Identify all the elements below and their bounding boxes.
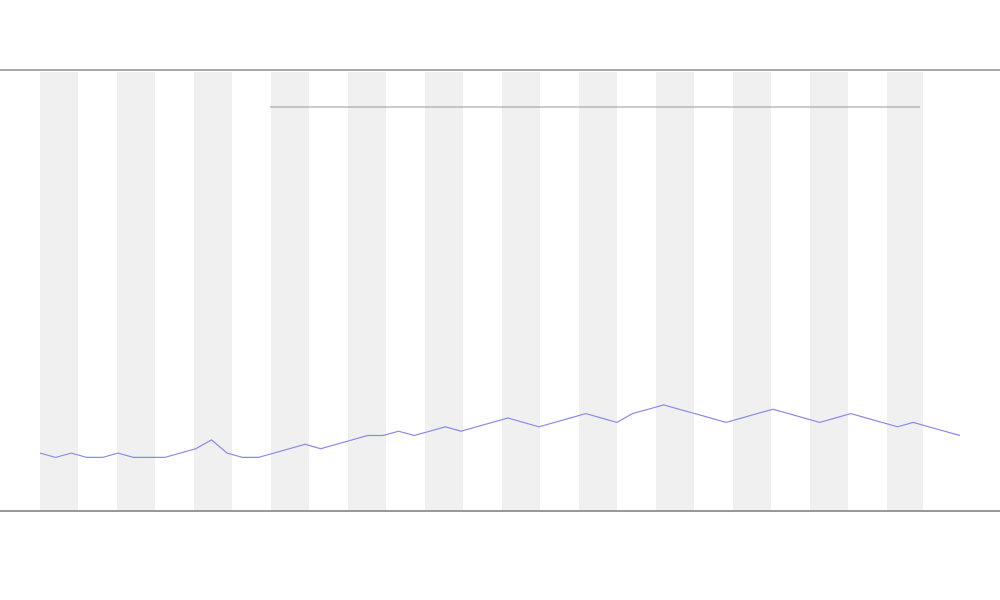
band bbox=[579, 72, 617, 510]
band bbox=[271, 72, 309, 510]
bands bbox=[40, 72, 923, 510]
band bbox=[733, 72, 771, 510]
data-line bbox=[39, 404, 961, 459]
band bbox=[117, 72, 155, 510]
band bbox=[425, 72, 463, 510]
band bbox=[656, 72, 694, 510]
band bbox=[810, 72, 848, 510]
band bbox=[502, 72, 540, 510]
band bbox=[348, 72, 386, 510]
band bbox=[40, 72, 78, 510]
band bbox=[194, 72, 232, 510]
band bbox=[887, 72, 923, 510]
